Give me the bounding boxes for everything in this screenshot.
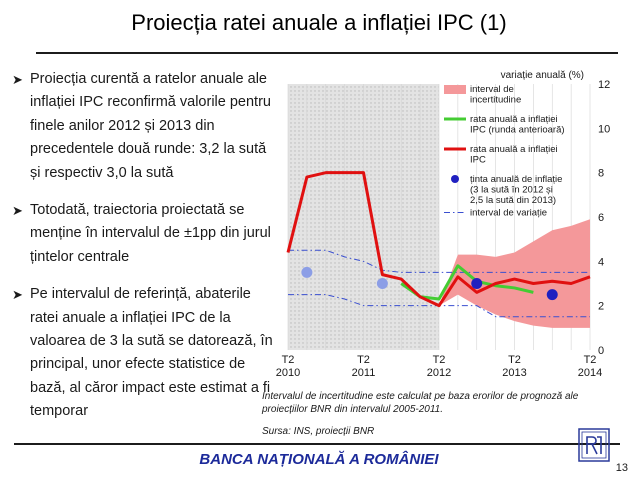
current-inflation-line	[286, 171, 591, 308]
legend-label: incertitudine	[470, 95, 521, 106]
arrow-bullet-icon: ➤	[12, 203, 23, 219]
legend-label: IPC (runda anterioară)	[470, 125, 565, 136]
legend-label: IPC	[470, 155, 486, 166]
y-tick-label: 0	[598, 345, 604, 357]
x-tick-label: T2	[282, 354, 295, 366]
y-tick-label: 6	[598, 212, 604, 224]
inflation-target-point	[376, 278, 388, 289]
inflation-target-point	[546, 289, 558, 301]
inflation-target-point	[471, 278, 483, 289]
bullet-text: Pe intervalul de referință, abaterile ra…	[30, 286, 273, 420]
bullet-list: ➤ Proiecția curentă a ratelor anuale ale…	[12, 68, 274, 438]
y-axis-label: variație anuală (%)	[501, 70, 584, 81]
x-tick-label: 2012	[427, 367, 451, 379]
footer-divider	[14, 443, 620, 445]
bullet-text: Proiecția curentă a ratelor anuale ale i…	[30, 71, 271, 181]
y-tick-label: 4	[598, 256, 604, 268]
legend-label: rata anuală a inflației	[470, 144, 558, 155]
bullet-item: ➤ Proiecția curentă a ratelor anuale ale…	[12, 68, 274, 185]
legend-label: ținta anuală de inflație	[470, 174, 562, 185]
chart-note: Intervalul de incertitudine este calcula…	[262, 391, 579, 415]
x-tick-label: 2014	[578, 367, 602, 379]
x-tick-label: T2	[433, 354, 446, 366]
y-tick-label: 8	[598, 168, 604, 180]
page-number: 13	[615, 462, 628, 474]
x-tick-label: T2	[508, 354, 521, 366]
bullet-item: ➤ Pe intervalul de referință, abaterile …	[12, 283, 274, 423]
footer-bank-name: BANCA NAȚIONALĂ A ROMÂNIEI	[199, 451, 439, 468]
chart-source: Sursa: INS, proiecții BNR	[262, 426, 375, 437]
x-tick-label: 2010	[276, 367, 300, 379]
arrow-bullet-icon: ➤	[12, 287, 23, 303]
arrow-bullet-icon: ➤	[12, 72, 23, 87]
y-tick-label: 2	[598, 301, 604, 313]
legend-label: rata anuală a inflației	[470, 114, 558, 125]
slide-title: Proiecția ratei anuale a inflației IPC (…	[131, 10, 507, 35]
legend-label: (3 la sută în 2012 și	[470, 185, 553, 196]
bullet-text: Totodată, traiectoria proiectată se menț…	[30, 202, 271, 265]
bullet-item: ➤ Totodată, traiectoria proiectată se me…	[12, 199, 274, 269]
y-tick-label: 12	[598, 79, 610, 91]
legend-label: interval de variație	[470, 208, 547, 219]
legend-label: 2,5 la sută din 2013)	[470, 195, 556, 206]
inflation-chart: 0 2 4 6 8 10 12 variație anuală (%) T2 2010 T2 2011…	[262, 62, 624, 392]
bank-logo	[578, 428, 610, 462]
x-tick-label: T2	[584, 354, 597, 366]
y-tick-label: 10	[598, 123, 610, 135]
legend-target-swatch	[451, 175, 459, 183]
x-tick-label: 2013	[502, 367, 526, 379]
legend-band-swatch	[444, 85, 466, 94]
title-divider	[36, 52, 618, 54]
x-tick-label: T2	[357, 354, 370, 366]
legend-label: interval de	[470, 84, 514, 95]
inflation-target-point	[301, 266, 313, 278]
x-tick-label: 2011	[352, 367, 376, 379]
